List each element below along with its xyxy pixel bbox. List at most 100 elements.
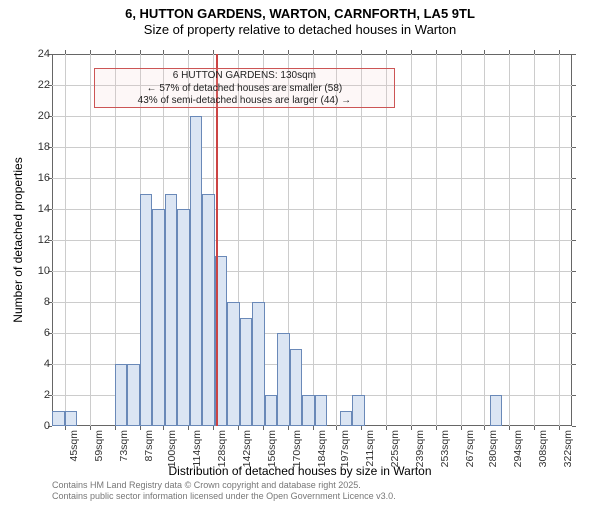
histogram-bar <box>202 194 215 427</box>
xtick-label: 280sqm <box>487 430 499 467</box>
xtick-label: 184sqm <box>316 430 328 467</box>
xtick-mark <box>115 426 116 430</box>
xtick-mark <box>534 50 535 54</box>
xtick-mark <box>163 426 164 430</box>
xtick-mark <box>411 50 412 54</box>
gridline-v <box>534 54 535 426</box>
ytick-label: 0 <box>44 420 50 432</box>
xtick-label: 225sqm <box>389 430 401 467</box>
xtick-label: 142sqm <box>241 430 253 467</box>
x-axis-label: Distribution of detached houses by size … <box>0 464 600 478</box>
histogram-bar <box>190 116 203 426</box>
xtick-mark <box>213 426 214 430</box>
chart-title: 6, HUTTON GARDENS, WARTON, CARNFORTH, LA… <box>0 6 600 22</box>
xtick-mark <box>263 50 264 54</box>
ytick-label: 22 <box>38 79 50 91</box>
ytick-mark <box>572 209 576 210</box>
xtick-label: 294sqm <box>512 430 524 467</box>
xtick-label: 308sqm <box>537 430 549 467</box>
gridline-v <box>313 54 314 426</box>
xtick-mark <box>140 50 141 54</box>
xtick-label: 239sqm <box>414 430 426 467</box>
histogram-bar <box>265 395 278 426</box>
xtick-mark <box>559 426 560 430</box>
xtick-mark <box>188 50 189 54</box>
y-axis-label: Number of detached properties <box>11 157 25 322</box>
xtick-mark <box>509 50 510 54</box>
ytick-label: 4 <box>44 358 50 370</box>
xtick-mark <box>436 426 437 430</box>
xtick-mark <box>461 426 462 430</box>
ytick-mark <box>572 364 576 365</box>
histogram-bar <box>127 364 140 426</box>
histogram-bar <box>340 411 353 427</box>
footer-line1: Contains HM Land Registry data © Crown c… <box>52 480 396 491</box>
histogram-bar <box>252 302 265 426</box>
xtick-mark <box>386 426 387 430</box>
xtick-label: 322sqm <box>562 430 574 467</box>
ytick-mark <box>572 302 576 303</box>
xtick-mark <box>115 50 116 54</box>
ytick-mark <box>572 178 576 179</box>
xtick-mark <box>484 50 485 54</box>
ytick-label: 8 <box>44 296 50 308</box>
xtick-mark <box>559 50 560 54</box>
xtick-mark <box>361 50 362 54</box>
xtick-mark <box>386 50 387 54</box>
histogram-bar <box>277 333 290 426</box>
ytick-mark <box>572 85 576 86</box>
xtick-label: 170sqm <box>291 430 303 467</box>
ytick-mark <box>572 147 576 148</box>
gridline-v <box>361 54 362 426</box>
xtick-mark <box>90 50 91 54</box>
xtick-mark <box>213 50 214 54</box>
xtick-label: 59sqm <box>93 430 105 462</box>
ytick-label: 14 <box>38 203 50 215</box>
xtick-mark <box>140 426 141 430</box>
xtick-label: 253sqm <box>439 430 451 467</box>
ytick-mark <box>572 116 576 117</box>
gridline-v <box>411 54 412 426</box>
gridline-v <box>65 54 66 426</box>
xtick-mark <box>313 426 314 430</box>
xtick-mark <box>288 50 289 54</box>
annotation-line: 43% of semi-detached houses are larger (… <box>97 95 393 108</box>
xtick-label: 100sqm <box>166 430 178 467</box>
gridline-v <box>484 54 485 426</box>
xtick-mark <box>361 426 362 430</box>
histogram-bar <box>302 395 315 426</box>
gridline-v <box>461 54 462 426</box>
ytick-label: 2 <box>44 389 50 401</box>
xtick-label: 45sqm <box>68 430 80 462</box>
xtick-label: 156sqm <box>266 430 278 467</box>
gridline-v <box>90 54 91 426</box>
ytick-label: 18 <box>38 141 50 153</box>
ytick-mark <box>572 54 576 55</box>
ytick-mark <box>572 333 576 334</box>
xtick-mark <box>313 50 314 54</box>
xtick-mark <box>263 426 264 430</box>
xtick-mark <box>65 426 66 430</box>
histogram-bar <box>315 395 328 426</box>
annotation-box: 6 HUTTON GARDENS: 130sqm← 57% of detache… <box>94 68 396 108</box>
gridline-v <box>336 54 337 426</box>
property-marker-line <box>216 54 218 426</box>
xtick-mark <box>509 426 510 430</box>
histogram-bar <box>115 364 128 426</box>
xtick-mark <box>288 426 289 430</box>
gridline-v <box>559 54 560 426</box>
gridline-v <box>509 54 510 426</box>
histogram-bar <box>177 209 190 426</box>
xtick-label: 211sqm <box>364 430 376 467</box>
xtick-label: 197sqm <box>339 430 351 467</box>
footer-attribution: Contains HM Land Registry data © Crown c… <box>52 480 396 502</box>
xtick-mark <box>436 50 437 54</box>
histogram-bar <box>352 395 365 426</box>
histogram-bar <box>290 349 303 427</box>
xtick-mark <box>65 50 66 54</box>
ytick-label: 12 <box>38 234 50 246</box>
ytick-label: 24 <box>38 48 50 60</box>
annotation-line: 6 HUTTON GARDENS: 130sqm <box>97 70 393 83</box>
histogram-bar <box>52 411 65 427</box>
ytick-mark <box>572 271 576 272</box>
